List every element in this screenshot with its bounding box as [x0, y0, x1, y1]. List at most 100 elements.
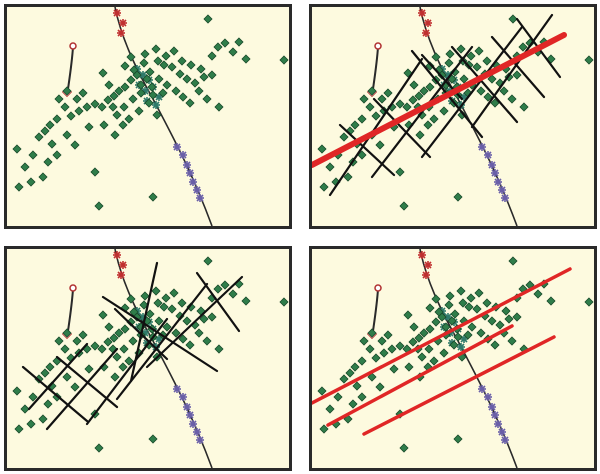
- blue-cross-marker: [189, 178, 197, 186]
- green-diamond-point: [108, 102, 118, 112]
- green-diamond-point: [52, 150, 62, 160]
- green-diamond-point: [476, 328, 486, 338]
- black-line: [370, 45, 474, 179]
- green-diamond-point: [317, 144, 327, 154]
- red-cross-marker: [424, 261, 432, 269]
- left-well-path: [372, 46, 379, 90]
- green-diamond-point: [38, 414, 48, 424]
- green-diamond-point: [375, 382, 385, 392]
- green-diamond-point: [228, 289, 238, 299]
- green-diamond-point: [177, 298, 187, 308]
- green-diamond-point: [62, 372, 72, 382]
- green-diamond-point: [62, 86, 72, 96]
- green-diamond-point: [14, 182, 24, 192]
- green-diamond-point: [512, 312, 522, 322]
- green-diamond-point: [456, 286, 466, 296]
- green-diamond-point: [431, 317, 441, 327]
- green-diamond-point: [66, 111, 76, 121]
- green-diamond-point: [162, 80, 172, 90]
- green-diamond-point: [159, 302, 169, 312]
- green-diamond-point: [350, 120, 360, 130]
- green-diamond-point: [483, 92, 493, 102]
- black-line: [27, 342, 89, 411]
- blue-cross-marker: [186, 411, 194, 419]
- green-diamond-point: [148, 90, 158, 100]
- green-diamond-point: [495, 320, 505, 330]
- green-diamond-point: [445, 291, 455, 301]
- green-diamond-point: [507, 94, 517, 104]
- red-cross-marker: [117, 29, 125, 37]
- green-diamond-point: [487, 74, 497, 84]
- green-diamond-point: [456, 44, 466, 54]
- green-diamond-point: [62, 328, 72, 338]
- green-diamond-point: [118, 120, 128, 130]
- black-line: [470, 13, 554, 129]
- green-diamond-point: [90, 167, 100, 177]
- green-diamond-point: [120, 324, 130, 334]
- blue-cross-marker: [494, 420, 502, 428]
- green-diamond-point: [474, 46, 484, 56]
- green-diamond-point: [103, 95, 113, 105]
- green-diamond-point: [214, 102, 224, 112]
- green-diamond-point: [399, 443, 409, 453]
- blue-cross-marker: [193, 186, 201, 194]
- green-diamond-point: [54, 94, 64, 104]
- scatter-canvas: [7, 7, 289, 226]
- blue-cross-marker: [498, 186, 506, 194]
- red-cross-marker: [119, 19, 127, 27]
- green-diamond-point: [90, 341, 100, 351]
- green-diamond-point: [97, 102, 107, 112]
- green-diamond-point: [333, 392, 343, 402]
- green-diamond-point: [178, 92, 188, 102]
- green-diamond-point: [124, 114, 134, 124]
- green-diamond-point: [78, 88, 88, 98]
- green-diamond-point: [357, 150, 367, 160]
- green-diamond-point: [476, 86, 486, 96]
- green-diamond-point: [389, 364, 399, 374]
- panel-scatter-black-grid-red-axis: [309, 4, 597, 229]
- scatter-canvas: [312, 249, 594, 468]
- green-diamond-point: [325, 404, 335, 414]
- green-diamond-point: [20, 404, 30, 414]
- green-diamond-point: [377, 336, 387, 346]
- green-diamond-point: [424, 344, 434, 354]
- blue-cross-marker: [501, 194, 509, 202]
- black-line: [145, 275, 244, 369]
- green-diamond-point: [482, 56, 492, 66]
- green-diamond-point: [119, 344, 129, 354]
- green-diamond-point: [142, 74, 152, 84]
- green-diamond-point: [118, 362, 128, 372]
- blue-cross-marker: [196, 436, 204, 444]
- green-diamond-point: [70, 140, 80, 150]
- left-well-path: [372, 288, 379, 332]
- green-diamond-point: [431, 52, 441, 62]
- green-diamond-point: [194, 86, 204, 96]
- green-diamond-point: [112, 110, 122, 120]
- blue-cross-marker: [179, 393, 187, 401]
- blue-cross-marker: [478, 143, 486, 151]
- green-diamond-point: [47, 139, 57, 149]
- green-diamond-point: [487, 316, 497, 326]
- green-diamond-point: [185, 340, 195, 350]
- green-diamond-point: [74, 106, 84, 116]
- green-diamond-point: [399, 201, 409, 211]
- green-diamond-point: [512, 70, 522, 80]
- green-diamond-point: [140, 49, 150, 59]
- green-diamond-point: [110, 372, 120, 382]
- green-diamond-point: [379, 348, 389, 358]
- green-diamond-point: [140, 291, 150, 301]
- green-diamond-point: [129, 65, 139, 75]
- green-diamond-point: [40, 368, 50, 378]
- green-diamond-point: [444, 58, 454, 68]
- green-diamond-point: [82, 102, 92, 112]
- green-diamond-point: [182, 74, 192, 84]
- green-diamond-point: [490, 340, 500, 350]
- green-diamond-point: [161, 51, 171, 61]
- green-diamond-point: [414, 333, 424, 343]
- green-diamond-point: [194, 328, 204, 338]
- green-diamond-point: [501, 306, 511, 316]
- green-diamond-point: [425, 82, 435, 92]
- green-diamond-point: [343, 172, 353, 182]
- green-diamond-point: [357, 114, 367, 124]
- green-diamond-point: [439, 106, 449, 116]
